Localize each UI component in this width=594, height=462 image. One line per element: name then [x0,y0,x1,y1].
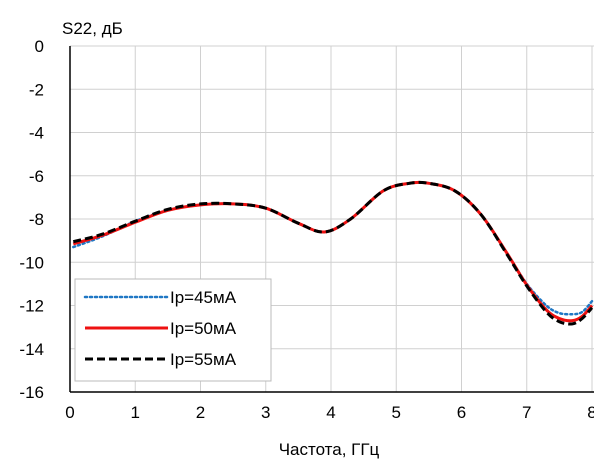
y-tick-labels: 0 -2 -4 -6 -8 -10 -12 -14 -16 [19,37,44,402]
x-tick-label: 4 [326,403,335,422]
x-tick-label: 5 [392,403,401,422]
y-axis-label: S22, дБ [62,19,123,38]
grid [70,45,594,393]
axes [69,46,594,393]
legend: Ip=45мА Ip=50мА Ip=55мА [74,278,272,382]
legend-label: Ip=45мА [170,288,237,307]
y-tick-label: -8 [29,210,44,229]
x-tick-label: 8 [587,403,594,422]
x-tick-labels: 0 1 2 3 4 5 6 7 8 [65,403,594,422]
x-tick-label: 1 [131,403,140,422]
y-tick-label: -10 [19,253,44,272]
y-tick-label: -16 [19,383,44,402]
x-tick-label: 7 [522,403,531,422]
legend-label: Ip=50мА [170,319,237,338]
y-tick-label: -6 [29,167,44,186]
series-group [72,180,594,326]
legend-label: Ip=55мА [170,350,237,369]
y-tick-label: -2 [29,80,44,99]
x-tick-label: 3 [261,403,270,422]
x-tick-label: 6 [457,403,466,422]
y-tick-label: -12 [19,297,44,316]
y-tick-label: -14 [19,340,44,359]
x-tick-label: 0 [65,403,74,422]
y-tick-label: 0 [35,37,44,56]
x-tick-label: 2 [196,403,205,422]
series-line-3 [72,180,594,326]
x-axis-label: Частота, ГГц [279,440,380,459]
y-tick-label: -4 [29,124,44,143]
